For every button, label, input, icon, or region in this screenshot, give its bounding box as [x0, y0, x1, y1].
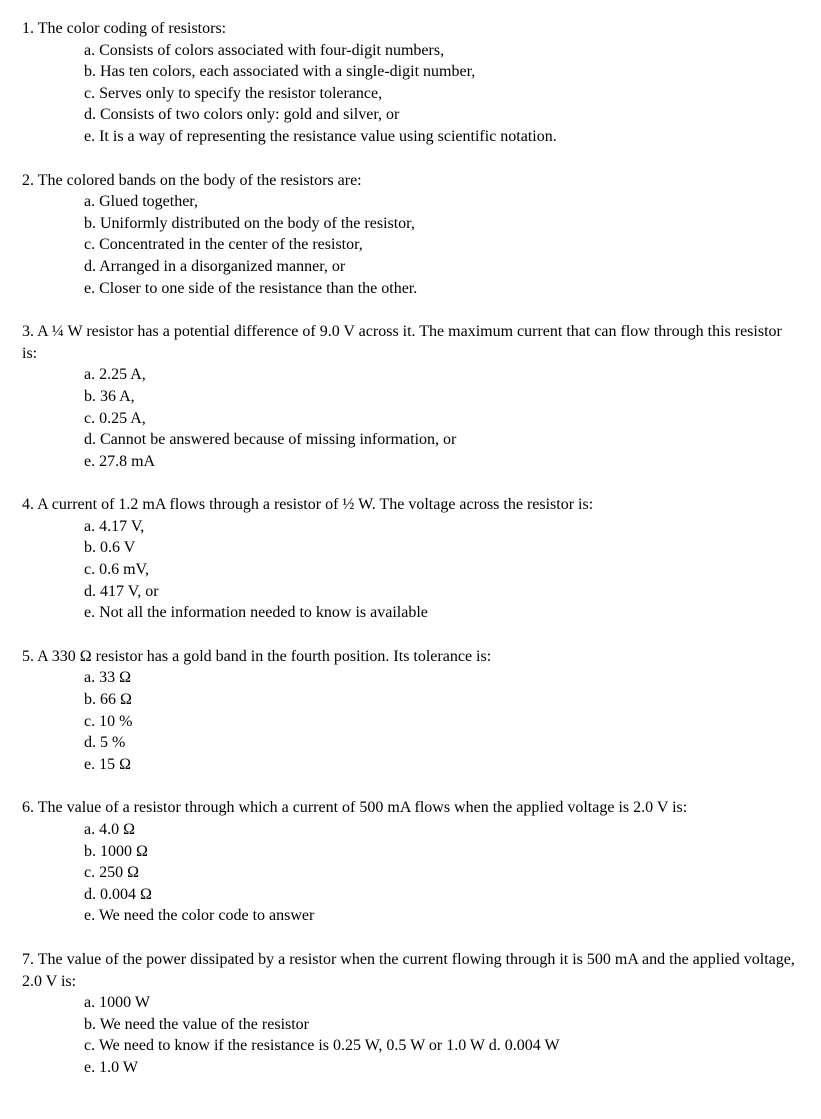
option-item: b. Uniformly distributed on the body of …: [84, 213, 799, 235]
option-item: b. 0.6 V: [84, 537, 799, 559]
question-text: 2. The colored bands on the body of the …: [22, 170, 799, 192]
option-item: e. 15 Ω: [84, 754, 799, 776]
question-text: 3. A ¼ W resistor has a potential differ…: [22, 321, 799, 364]
question-text: 6. The value of a resistor through which…: [22, 797, 799, 819]
option-item: d. Cannot be answered because of missing…: [84, 429, 799, 451]
options-list: a. 33 Ωb. 66 Ωc. 10 %d. 5 %e. 15 Ω: [22, 667, 799, 775]
option-item: e. 1.0 W: [84, 1057, 799, 1079]
option-item: e. 27.8 mA: [84, 451, 799, 473]
option-item: d. 0.004 Ω: [84, 884, 799, 906]
option-item: b. 1000 Ω: [84, 841, 799, 863]
option-item: c. Concentrated in the center of the res…: [84, 234, 799, 256]
question-block: 1. The color coding of resistors:a. Cons…: [22, 18, 799, 148]
quiz-container: 1. The color coding of resistors:a. Cons…: [22, 18, 799, 1079]
option-item: a. 1000 W: [84, 992, 799, 1014]
options-list: a. 2.25 A,b. 36 A,c. 0.25 A,d. Cannot be…: [22, 364, 799, 472]
option-item: c. 0.25 A,: [84, 408, 799, 430]
option-item: e. We need the color code to answer: [84, 905, 799, 927]
options-list: a. Glued together,b. Uniformly distribut…: [22, 191, 799, 299]
option-item: a. 2.25 A,: [84, 364, 799, 386]
option-item: d. 417 V, or: [84, 581, 799, 603]
option-item: b. 36 A,: [84, 386, 799, 408]
question-block: 3. A ¼ W resistor has a potential differ…: [22, 321, 799, 472]
question-text: 7. The value of the power dissipated by …: [22, 949, 799, 992]
question-block: 5. A 330 Ω resistor has a gold band in t…: [22, 646, 799, 776]
option-item: b. Has ten colors, each associated with …: [84, 61, 799, 83]
option-item: a. 33 Ω: [84, 667, 799, 689]
question-block: 4. A current of 1.2 mA flows through a r…: [22, 494, 799, 624]
options-list: a. Consists of colors associated with fo…: [22, 40, 799, 148]
option-item: a. 4.0 Ω: [84, 819, 799, 841]
option-item: e. It is a way of representing the resis…: [84, 126, 799, 148]
option-item: c. We need to know if the resistance is …: [84, 1035, 799, 1057]
option-item: c. 250 Ω: [84, 862, 799, 884]
option-item: c. 0.6 mV,: [84, 559, 799, 581]
option-item: c. 10 %: [84, 711, 799, 733]
option-item: b. 66 Ω: [84, 689, 799, 711]
option-item: a. Consists of colors associated with fo…: [84, 40, 799, 62]
option-item: e. Closer to one side of the resistance …: [84, 278, 799, 300]
option-item: a. Glued together,: [84, 191, 799, 213]
question-text: 5. A 330 Ω resistor has a gold band in t…: [22, 646, 799, 668]
option-item: e. Not all the information needed to kno…: [84, 602, 799, 624]
options-list: a. 4.0 Ωb. 1000 Ωc. 250 Ωd. 0.004 Ωe. We…: [22, 819, 799, 927]
question-block: 2. The colored bands on the body of the …: [22, 170, 799, 300]
question-text: 4. A current of 1.2 mA flows through a r…: [22, 494, 799, 516]
options-list: a. 4.17 V,b. 0.6 Vc. 0.6 mV,d. 417 V, or…: [22, 516, 799, 624]
option-item: a. 4.17 V,: [84, 516, 799, 538]
option-item: c. Serves only to specify the resistor t…: [84, 83, 799, 105]
options-list: a. 1000 Wb. We need the value of the res…: [22, 992, 799, 1078]
option-item: d. Consists of two colors only: gold and…: [84, 104, 799, 126]
option-item: d. 5 %: [84, 732, 799, 754]
option-item: d. Arranged in a disorganized manner, or: [84, 256, 799, 278]
question-text: 1. The color coding of resistors:: [22, 18, 799, 40]
question-block: 6. The value of a resistor through which…: [22, 797, 799, 927]
question-block: 7. The value of the power dissipated by …: [22, 949, 799, 1079]
option-item: b. We need the value of the resistor: [84, 1014, 799, 1036]
